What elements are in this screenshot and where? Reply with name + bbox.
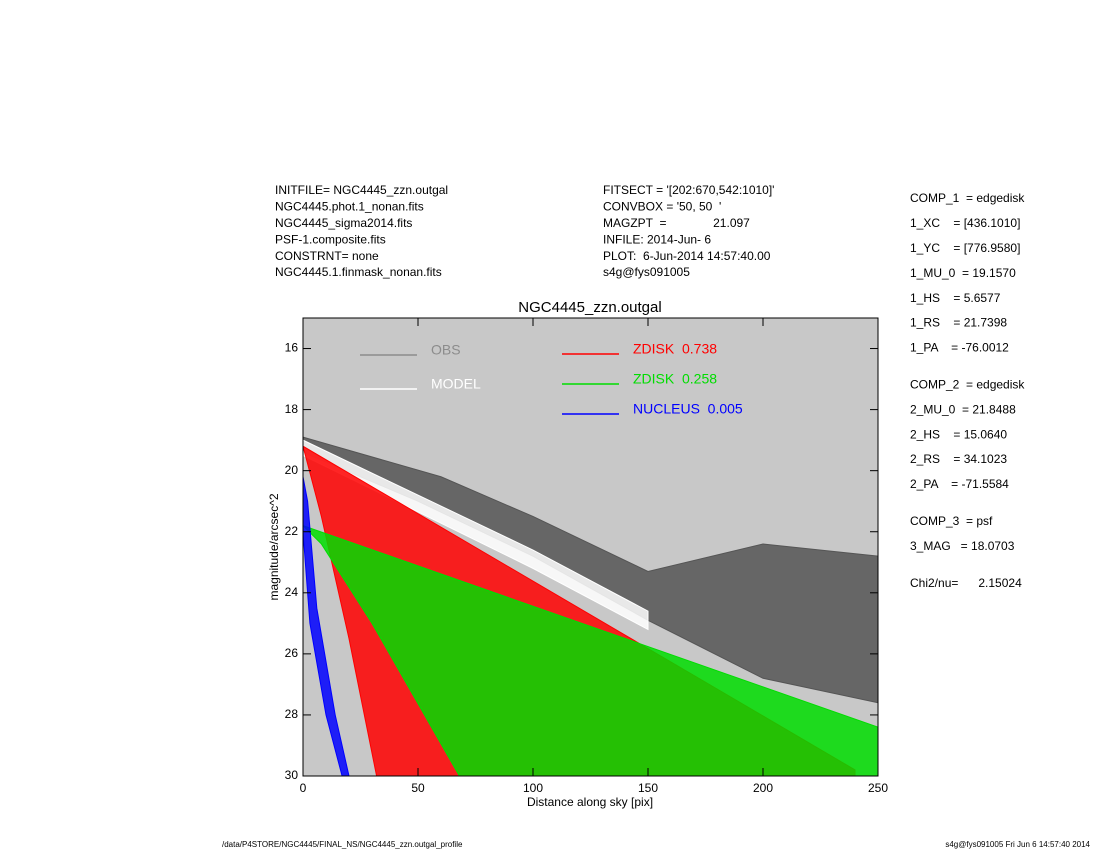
param-text: 3_MAG = 18.0703	[910, 539, 1015, 553]
header-text: s4g@fys091005	[603, 265, 690, 279]
header-text: PLOT: 6-Jun-2014 14:57:40.00	[603, 249, 771, 263]
point-cloud	[303, 476, 350, 776]
x-tick-label: 250	[868, 781, 888, 795]
footer-left: /data/P4STORE/NGC4445/FINAL_NS/NGC4445_z…	[222, 840, 463, 849]
header-text: NGC4445_sigma2014.fits	[275, 216, 412, 230]
x-tick-label: 200	[753, 781, 773, 795]
header-text: INFILE: 2014-Jun- 6	[603, 232, 711, 246]
param-text: 1_PA = -76.0012	[910, 341, 1009, 355]
param-text: 2_PA = -71.5584	[910, 477, 1009, 491]
x-tick-label: 100	[523, 781, 543, 795]
legend-label: ZDISK 0.738	[633, 341, 717, 357]
plot-area	[303, 436, 878, 776]
param-text: 1_HS = 5.6577	[910, 291, 1001, 305]
y-tick-label: 16	[285, 341, 299, 355]
legend-label: NUCLEUS 0.005	[633, 401, 743, 417]
legend-label: ZDISK 0.258	[633, 371, 717, 387]
point-cloud	[303, 525, 878, 776]
x-axis-label: Distance along sky [pix]	[527, 795, 653, 809]
legend-label: OBS	[431, 342, 461, 358]
param-text: 1_YC = [776.9580]	[910, 241, 1020, 255]
y-tick-label: 18	[285, 402, 299, 416]
param-text: COMP_1 = edgedisk	[910, 191, 1025, 205]
y-tick-label: 30	[285, 768, 299, 782]
param-text: Chi2/nu= 2.15024	[910, 576, 1022, 590]
param-text: 2_HS = 15.0640	[910, 427, 1007, 441]
header-text: CONVBOX = '50, 50 '	[603, 200, 721, 214]
y-tick-label: 22	[285, 524, 299, 538]
header-text: NGC4445.1.finmask_nonan.fits	[275, 265, 442, 279]
plot-frame	[302, 317, 879, 777]
param-text: 1_RS = 21.7398	[910, 316, 1007, 330]
chart-title: NGC4445_zzn.outgal	[518, 299, 661, 316]
point-cloud	[303, 439, 649, 631]
y-tick-label: 26	[285, 646, 299, 660]
header-text: CONSTRNT= none	[275, 249, 379, 263]
y-tick-label: 24	[285, 585, 299, 599]
param-text: 2_MU_0 = 21.8488	[910, 402, 1016, 416]
x-tick-label: 0	[300, 781, 307, 795]
y-tick-label: 28	[285, 707, 299, 721]
header-text: FITSECT = '[202:670,542:1010]'	[603, 183, 774, 197]
param-text: COMP_3 = psf	[910, 514, 993, 528]
param-text: 2_RS = 34.1023	[910, 452, 1007, 466]
header-text: MAGZPT = 21.097	[603, 216, 750, 230]
y-axis-label: magnitude/arcsec^2	[267, 493, 281, 600]
footer-right: s4g@fys091005 Fri Jun 6 14:57:40 2014	[945, 840, 1090, 849]
x-tick-label: 150	[638, 781, 658, 795]
x-tick-label: 50	[411, 781, 425, 795]
header-text: PSF-1.composite.fits	[275, 232, 386, 246]
y-tick-label: 20	[285, 463, 299, 477]
header-text: NGC4445.phot.1_nonan.fits	[275, 200, 424, 214]
header-text: INITFILE= NGC4445_zzn.outgal	[275, 183, 448, 197]
param-text: COMP_2 = edgedisk	[910, 377, 1025, 391]
param-text: 1_XC = [436.1010]	[910, 216, 1020, 230]
param-text: 1_MU_0 = 19.1570	[910, 266, 1016, 280]
legend-label: MODEL	[431, 376, 481, 392]
